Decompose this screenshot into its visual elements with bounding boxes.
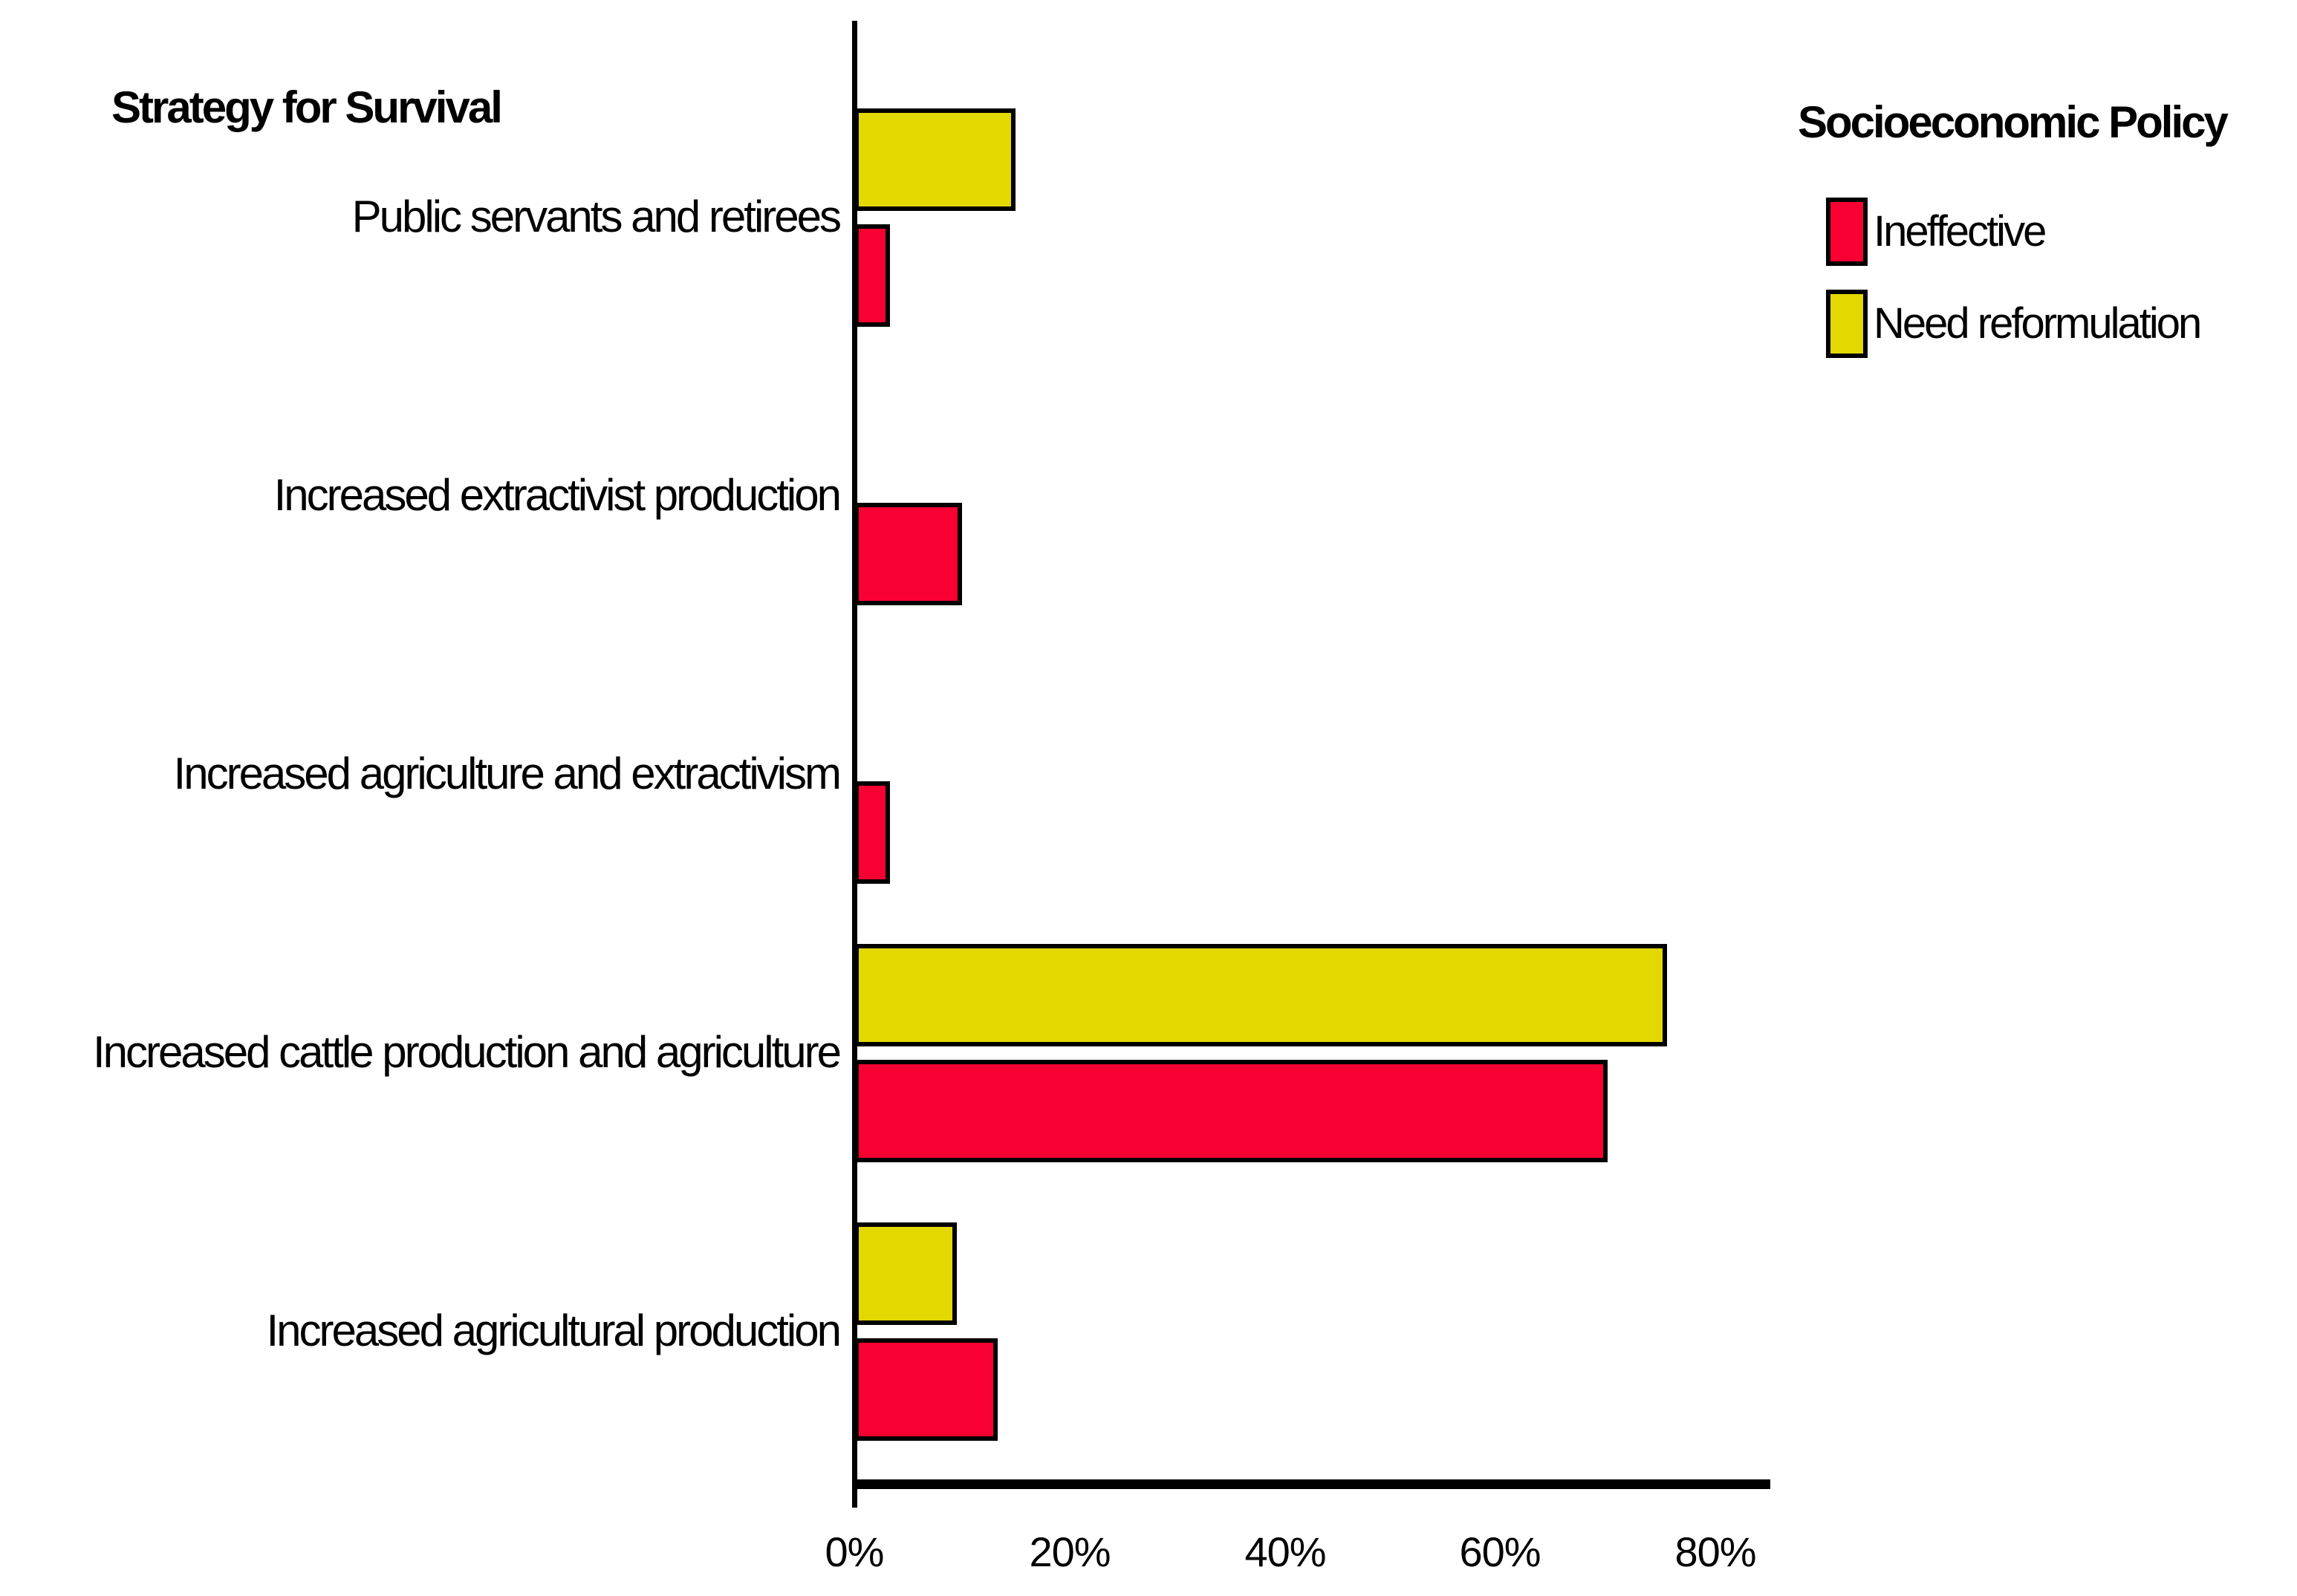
legend-title: Socioeconomic Policy — [1798, 97, 2229, 147]
bar-ineffective — [854, 224, 890, 327]
bar-ineffective — [854, 1060, 1608, 1162]
x-tick-label: 60% — [1459, 1528, 1541, 1575]
bar-need-reformulation — [854, 108, 1016, 211]
category-label: Increased cattle production and agricult… — [92, 1027, 842, 1077]
y-axis-line — [852, 21, 857, 1508]
x-tick-label: 40% — [1244, 1528, 1326, 1575]
legend-swatch-need-reformulation — [1826, 290, 1868, 358]
chart-title: Strategy for Survival — [111, 82, 503, 132]
category-label: Increased agricultural production — [266, 1306, 842, 1355]
legend-item-label: Need reformulation — [1874, 299, 2202, 348]
bar-need-reformulation — [854, 944, 1667, 1046]
bar-ineffective — [854, 503, 962, 605]
x-tick-label: 20% — [1029, 1528, 1111, 1575]
x-tick-label: 80% — [1674, 1528, 1756, 1575]
category-label: Public servants and retirees — [351, 192, 842, 241]
bar-ineffective — [854, 781, 890, 884]
bar-need-reformulation — [854, 1222, 957, 1325]
category-label: Increased extractivist production — [273, 470, 842, 520]
legend-swatch-ineffective — [1826, 198, 1868, 266]
bar-ineffective — [854, 1338, 998, 1441]
x-tick-label: 0% — [825, 1528, 885, 1575]
category-label: Increased agriculture and extractivism — [173, 749, 842, 798]
x-axis-line — [852, 1479, 1770, 1489]
legend-item-label: Ineffective — [1874, 207, 2047, 255]
